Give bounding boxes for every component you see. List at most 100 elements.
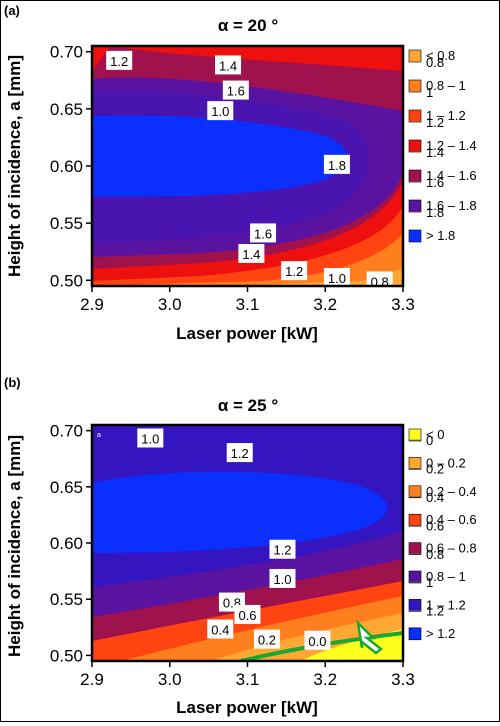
- y-tick-label: 0.55: [50, 214, 83, 233]
- legend-entry: 0.8 – 1: [408, 569, 466, 584]
- legend-entry: < 0: [408, 427, 444, 442]
- legend-level-label: 0.8: [426, 547, 444, 562]
- contour-label-text: 1.2: [285, 264, 303, 279]
- legend-level: 1: [409, 85, 433, 100]
- x-tick-label: 2.9: [80, 295, 104, 314]
- contour-label: 0.2: [253, 629, 280, 649]
- legend-range-label: 0.2 – 0.4: [426, 484, 477, 499]
- legend-level: 1.8: [409, 205, 444, 220]
- legend-range-label: < 0.8: [426, 48, 455, 63]
- contour-label-text: 1.4: [219, 58, 237, 73]
- y-tick-label: 0.60: [50, 534, 83, 553]
- x-tick-label: 3.0: [158, 670, 182, 689]
- legend-swatch: [408, 109, 422, 123]
- legend-level-label: 0: [426, 433, 433, 448]
- contour-label-box: [137, 428, 164, 448]
- chart-title: α = 25 °: [218, 396, 278, 415]
- x-tick-label: 3.2: [313, 295, 337, 314]
- x-tick-label: 3.1: [236, 295, 260, 314]
- x-tick-label: 2.9: [80, 670, 104, 689]
- legend-level-label: 1.2: [426, 115, 444, 130]
- contour-label-box: [253, 629, 280, 649]
- legend-level: 1.2: [409, 115, 444, 130]
- contour-label: 1.8: [323, 154, 350, 174]
- legend-level-label: 1: [426, 85, 433, 100]
- legend-level-label: 0.8: [426, 55, 444, 70]
- x-ticks: 2.9 3.0 3.1 3.2 3.3: [80, 286, 415, 314]
- y-tick-label: 0.65: [50, 100, 83, 119]
- x-axis-label: Laser power [kW]: [176, 698, 318, 717]
- legend-level-label: 1.8: [426, 205, 444, 220]
- contour-label-box: [269, 568, 296, 588]
- legend-entry: < 0.8: [408, 48, 455, 63]
- legend-entry: 0.8 – 1: [408, 78, 466, 93]
- contour-label: 0.8: [366, 271, 393, 291]
- contour-label-box: [269, 539, 296, 559]
- corner-mark: a: [97, 432, 101, 439]
- legend-entry: 1 – 1.2: [408, 108, 466, 123]
- contour-label-text: 1.0: [273, 572, 291, 587]
- y-tick-label: 0.65: [50, 478, 83, 497]
- legend-range-label: 1 – 1.2: [426, 108, 466, 123]
- legend: < 00 0 – 0.20.2 0.2 – 0.40.4 0.4 – 0.60.6 0.…: [408, 427, 477, 641]
- contour-label-box: [226, 443, 253, 463]
- contour-label: 1.2: [106, 50, 133, 70]
- contour-label-box: [304, 630, 331, 650]
- x-tick-label: 3.3: [391, 670, 415, 689]
- contour-label: 1.2: [226, 443, 253, 463]
- legend-level-label: 1.4: [426, 145, 444, 160]
- contour-label-text: 1.6: [254, 226, 272, 241]
- legend-swatch: [408, 169, 422, 183]
- contour-label: 0.4: [207, 619, 234, 639]
- contour-label-text: 1.4: [242, 247, 260, 262]
- legend-range-label: 1.6 – 1.8: [426, 198, 477, 213]
- y-axis-label: Height of incidence, a [mm]: [5, 55, 24, 277]
- legend-swatch: [408, 570, 422, 584]
- contour-label-text: 1.6: [227, 84, 245, 99]
- legend-level: 1: [409, 575, 433, 590]
- panel-a: (a) α = 20 ° 1.2 1.4 1.6 1.0 1.8 1.6 1.4 1.2 1.0…: [4, 3, 477, 343]
- contour-label-text: 1.2: [273, 543, 291, 558]
- legend-level-label: 0.2: [426, 462, 444, 477]
- legend-swatch: [408, 627, 422, 641]
- legend-swatch: [408, 49, 422, 63]
- legend-entry: > 1.2: [408, 626, 455, 641]
- legend-entry: 1 – 1.2: [408, 597, 466, 612]
- x-tick-label: 3.3: [391, 295, 415, 314]
- legend-swatch: [408, 79, 422, 93]
- contour-label: 1.0: [137, 428, 164, 448]
- y-ticks: 0.50 0.55 0.60 0.65 0.70: [50, 43, 92, 290]
- x-ticks: 2.9 3.0 3.1 3.2 3.3: [80, 661, 415, 689]
- contour-label: 1.4: [215, 55, 242, 75]
- contour-labels: 1.2 1.4 1.6 1.0 1.8 1.6 1.4 1.2 1.0 0.8: [106, 50, 393, 291]
- contour-label-box: [222, 80, 249, 100]
- legend-level-label: 0.4: [426, 490, 444, 505]
- y-tick-label: 0.60: [50, 157, 83, 176]
- legend-swatch: [408, 139, 422, 153]
- legend-entry: 0.6 – 0.8: [408, 541, 477, 556]
- chart-title: α = 20 °: [218, 16, 278, 35]
- legend-entry: 1.2 – 1.4: [408, 138, 477, 153]
- contour-fills: [92, 425, 403, 661]
- contour-label-text: 1.0: [328, 271, 346, 286]
- contour-label: 0.0: [304, 630, 331, 650]
- contour-label-text: 0.2: [258, 633, 276, 648]
- legend-level: 1.6: [409, 175, 444, 190]
- legend-entry: 0.2 – 0.4: [408, 484, 477, 499]
- contour-label-text: 1.0: [211, 104, 229, 119]
- contour-label-text: 1.2: [110, 54, 128, 69]
- legend-swatch: [408, 457, 422, 470]
- contour-label: 1.2: [281, 261, 308, 281]
- y-axis-label: Height of incidence, a [mm]: [5, 435, 24, 657]
- legend-range-label: 0.6 – 0.8: [426, 541, 477, 556]
- legend-range-label: 1 – 1.2: [426, 597, 466, 612]
- y-tick-label: 0.50: [50, 271, 83, 290]
- legend-range-label: 0.8 – 1: [426, 78, 466, 93]
- legend-range-label: 1.4 – 1.6: [426, 168, 477, 183]
- panel-b: (b) α = 25 ° 1.0 1.2 1.2 1.0 0.8 0.6 0.4 0.2 0.0…: [4, 375, 477, 717]
- contour-label-text: 1.2: [231, 446, 249, 461]
- contour-label-text: 1.8: [328, 158, 346, 173]
- legend-range-label: > 1.8: [426, 228, 455, 243]
- arrow-icon: [356, 619, 384, 655]
